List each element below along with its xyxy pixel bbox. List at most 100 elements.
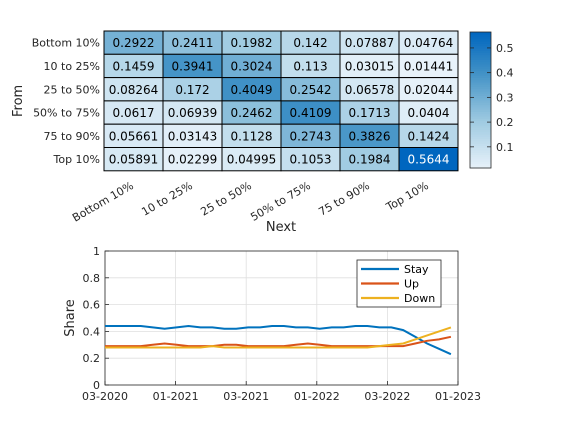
heatmap-cell-label: 0.113 [293, 59, 327, 73]
colorbar-segment [470, 122, 491, 126]
colorbar-segment [470, 59, 491, 63]
x-tick-label: 03-2022 [364, 390, 410, 403]
colorbar-segment [470, 36, 491, 40]
heatmap-cell-label: 0.3826 [349, 129, 391, 143]
heatmap-cell-label: 0.01441 [404, 59, 454, 73]
plot-frame [104, 250, 459, 386]
colorbar-segment [470, 147, 491, 151]
heatmap-column-label: Top 10% [383, 179, 431, 214]
heatmap-cell-label: 0.172 [175, 83, 209, 97]
heatmap-cell-label: 0.03143 [168, 129, 218, 143]
heatmap-cell-label: 0.2542 [290, 83, 332, 97]
series-line-up [105, 335, 452, 348]
colorbar-segment [470, 81, 491, 85]
x-tick-label: 01-2022 [294, 390, 340, 403]
heatmap-cell-label: 0.142 [293, 36, 327, 50]
heatmap-cell-label: 0.06578 [345, 83, 395, 97]
heatmap-column-label: 75 to 90% [316, 179, 371, 219]
heatmap-cell-label: 0.5644 [408, 153, 450, 167]
heatmap-cell-label: 0.4109 [290, 106, 332, 120]
colorbar-frame [469, 31, 492, 169]
colorbar-segment [470, 88, 491, 92]
legend-label: Up [404, 278, 419, 291]
heatmap-cell-label: 0.1459 [113, 59, 155, 73]
heatmap-row-label: 50% to 75% [33, 107, 100, 120]
y-tick-label: 1 [93, 245, 100, 258]
colorbar-segment [470, 120, 491, 124]
colorbar-segment [470, 149, 491, 153]
colorbar-segment [470, 124, 491, 128]
colorbar-segment [470, 34, 491, 38]
y-tick-label: 0.2 [83, 352, 101, 365]
colorbar-segment [470, 158, 491, 162]
heatmap-column-label: 10 to 25% [139, 179, 194, 219]
colorbar-segment [470, 50, 491, 53]
heatmap-column-label: 50% to 75% [248, 179, 312, 224]
colorbar-segment [470, 154, 491, 158]
heatmap-cell-label: 0.1984 [349, 153, 391, 167]
x-tick-label: 01-2023 [435, 390, 481, 403]
colorbar-tick-label: 0.4 [496, 67, 514, 80]
colorbar-segment [470, 140, 491, 144]
colorbar-segment [470, 138, 491, 142]
heatmap-cell-label: 0.2462 [231, 106, 273, 120]
colorbar-segment [470, 161, 491, 165]
series-line-down [105, 326, 452, 349]
colorbar-segment [470, 54, 491, 58]
heatmap-cell-label: 0.1713 [349, 106, 391, 120]
colorbar-segment [470, 43, 491, 47]
heatmap-column-label: 25 to 50% [198, 179, 253, 219]
x-tick-label: 03-2020 [82, 390, 128, 403]
heatmap-cell-label: 0.07887 [345, 36, 395, 50]
heatmap-cell-label: 0.05661 [109, 129, 159, 143]
heatmap-y-axis-label: From [11, 85, 26, 117]
heatmap-cell-label: 0.1982 [231, 36, 273, 50]
heatmap-row-label: 25 to 50% [44, 83, 100, 96]
colorbar-segment [470, 118, 491, 121]
heatmap-row-label: Bottom 10% [32, 37, 100, 50]
heatmap-cell-label: 0.3024 [231, 59, 273, 73]
heatmap-x-axis-label: Next [266, 220, 296, 235]
x-tick-label: 01-2021 [153, 390, 199, 403]
heatmap-cell-label: 0.1424 [408, 129, 450, 143]
colorbar-segment [470, 113, 491, 117]
heatmap-cell-label: 0.02044 [404, 83, 454, 97]
colorbar-segment [470, 72, 491, 76]
heatmap-cell-label: 0.1053 [290, 153, 332, 167]
colorbar-segment [470, 75, 491, 78]
heatmap-cell-label: 0.0617 [113, 106, 155, 120]
heatmap-cell-label: 0.03015 [345, 59, 395, 73]
colorbar-segment [470, 163, 491, 167]
heatmap-cell-label: 0.04764 [404, 36, 454, 50]
colorbar-segment [470, 136, 491, 140]
colorbar-segment [470, 152, 491, 155]
colorbar-segment [470, 106, 491, 110]
heatmap-cell-label: 0.08264 [109, 83, 159, 97]
colorbar-segment [470, 84, 491, 87]
colorbar-segment [470, 86, 491, 90]
colorbar-segment [470, 109, 491, 112]
colorbar-segment [470, 32, 491, 35]
line-y-axis-label: Share [63, 299, 78, 337]
line-chart: 0 0.2 0.4 0.6 0.8 1 03-2020 01-2021 03-2021 01-20… [63, 245, 481, 403]
colorbar-segment [470, 38, 491, 42]
heatmap-row-label: 10 to 25% [44, 60, 100, 73]
colorbar-segment [470, 61, 491, 65]
colorbar-segment [470, 79, 491, 83]
colorbar-segment [470, 97, 491, 101]
colorbar-segment [470, 100, 491, 103]
heatmap-column-label: Bottom 10% [70, 179, 136, 224]
heatmap-cell-label: 0.1128 [231, 129, 273, 143]
colorbar-segment [470, 66, 491, 69]
heatmap-cell-label: 0.04995 [227, 153, 277, 167]
heatmap-row-label: 75 to 90% [44, 130, 100, 143]
colorbar-segment [470, 95, 491, 99]
colorbar-segment [470, 115, 491, 119]
heatmap-cell-label: 0.2743 [290, 129, 332, 143]
heatmap-cell-label: 0.2922 [113, 36, 155, 50]
colorbar-segment [470, 156, 491, 160]
colorbar-segment [470, 143, 491, 146]
colorbar-tick-label: 0.5 [496, 42, 514, 55]
colorbar-segment [470, 145, 491, 149]
